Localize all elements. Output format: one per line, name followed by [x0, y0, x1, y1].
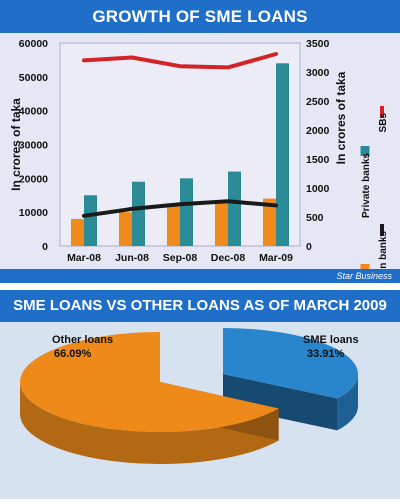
pie-slice-sme-wall — [337, 374, 358, 431]
y-tick-label-left: 10000 — [19, 207, 48, 219]
pie-value-sme: 33.91% — [307, 348, 345, 360]
y-tick-label-right: 3000 — [306, 67, 330, 79]
bar-state-owned — [263, 198, 276, 246]
bar-private — [276, 63, 289, 246]
line-scb — [82, 52, 278, 70]
y-tick-label-left: 50000 — [19, 72, 48, 84]
x-tick-label: Dec-08 — [211, 252, 246, 264]
y-tick-label-right: 2000 — [306, 125, 330, 137]
legend-label: Foreign banks — [378, 231, 389, 269]
bar-private — [228, 171, 241, 246]
y-tick-label-right: 2500 — [306, 96, 330, 108]
bar-state-owned — [215, 202, 228, 246]
pie-chart-panel: Other loans 66.09% SME loans 33.91% — [0, 322, 400, 499]
y-tick-label-right: 1500 — [306, 154, 330, 166]
bar-chart: 6000050000400003000020000100000350030002… — [9, 38, 389, 362]
bar-state-owned — [119, 212, 132, 246]
y-tick-label-left: 0 — [42, 241, 48, 253]
x-tick-label: Jun-08 — [115, 252, 149, 264]
legend-label: SBs — [378, 113, 389, 133]
y-tick-label-left: 60000 — [19, 38, 48, 50]
y-tick-label-right: 0 — [306, 241, 312, 253]
legend-label: Private banks — [361, 153, 372, 218]
bar-state-owned — [71, 218, 84, 246]
y-tick-label-right: 500 — [306, 212, 324, 224]
bar-private — [132, 181, 145, 246]
legend-key — [360, 146, 370, 156]
legend-key — [380, 224, 384, 236]
bar-private — [84, 195, 97, 246]
y-tick-label-left: 30000 — [19, 140, 48, 152]
credit-label: Star Business — [336, 271, 392, 281]
pie-title: SME LOANS VS OTHER LOANS AS OF MARCH 200… — [13, 297, 387, 314]
pie-title-banner: SME LOANS VS OTHER LOANS AS OF MARCH 200… — [0, 290, 400, 322]
pie-value-other: 66.09% — [54, 348, 92, 360]
y-axis-label-right: In crores of taka — [334, 71, 348, 164]
chart-title: GROWTH OF SME LOANS — [92, 7, 308, 26]
pie-chart: Other loans 66.09% SME loans 33.91% — [20, 328, 359, 464]
pie-label-sme: SME loans — [303, 334, 359, 346]
line-foreign — [82, 199, 278, 218]
x-tick-label: Mar-09 — [259, 252, 293, 264]
pie-slice-other-wall — [20, 382, 279, 464]
bar-private — [180, 178, 193, 246]
y-tick-label-right: 1000 — [306, 183, 330, 195]
pie-slice-sme — [223, 328, 359, 399]
chart-title-banner: GROWTH OF SME LOANS — [0, 0, 400, 33]
bar-state-owned — [167, 205, 180, 246]
y-tick-label-left: 20000 — [19, 173, 48, 185]
x-tick-label: Mar-08 — [67, 252, 101, 264]
bar-chart-panel: 60000 50000 40000 30000 20000 10000 0 3500 3000 2… — [0, 33, 400, 362]
pie-label-other: Other loans — [52, 334, 113, 346]
legend-key — [380, 106, 384, 118]
pie-slice-sme-side — [223, 374, 338, 431]
y-tick-label-left: 40000 — [19, 106, 48, 118]
y-tick-label-right: 3500 — [306, 38, 330, 50]
y-axis-label-left: In crores of taka — [9, 98, 23, 191]
x-tick-label: Sep-08 — [163, 252, 198, 264]
pie-slice-other — [20, 332, 279, 432]
credit-strip — [0, 269, 400, 283]
